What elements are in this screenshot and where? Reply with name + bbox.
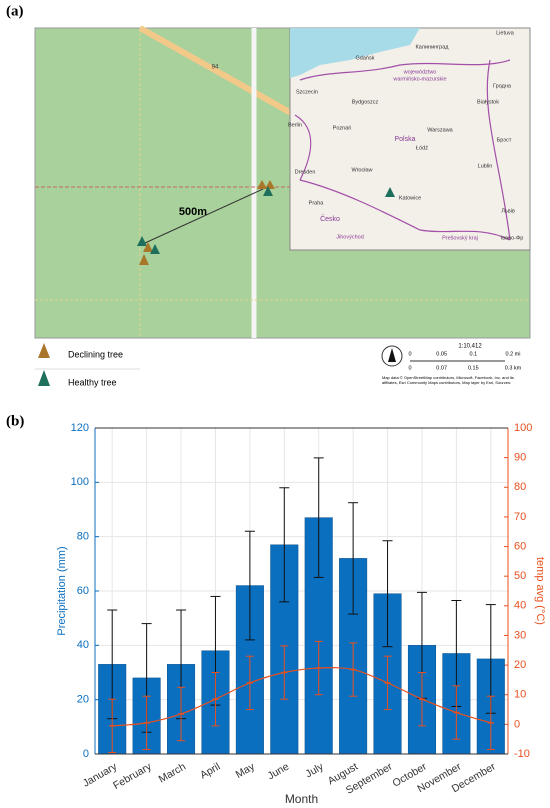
y2-tick-label: 100 [514,422,532,434]
place-label: Białystok [477,99,499,105]
y2-tick-label: 70 [514,511,526,523]
y2-tick-label: 10 [514,689,526,701]
place-label: Łódź [416,145,428,151]
y2-tick-label: 30 [514,629,526,641]
y-tick-label: 40 [77,639,89,651]
place-label: Lietuva [496,30,515,36]
attribution: affiliates, Esri Community Maps contribu… [382,380,511,385]
y2-tick-label: 80 [514,481,526,493]
y2-axis-label: temp avg (°C) [534,557,546,625]
scale-ratio: 1:10,412 [458,344,482,350]
x-tick-label: June [265,761,291,783]
north-arrow [388,348,396,362]
y-tick-label: 60 [77,585,89,597]
panel-label: (b) [6,413,24,429]
y2-tick-label: 40 [514,600,526,612]
inset-map [289,27,531,251]
scale-label: 0 [408,351,411,357]
place-label: Гродна [493,83,512,89]
attribution: Map data © OpenStreetMap contributors, M… [382,375,514,380]
y2-tick-label: 0 [514,718,520,730]
tree-markers [137,180,275,265]
y-tick-label: 0 [83,748,89,760]
panel-label: (a) [6,3,24,19]
place-label: Jihovýchod [336,234,364,240]
place-label: Калининград [415,44,449,50]
x-tick-label: March [157,761,188,786]
scale-label: 0.2 mi [506,351,521,357]
x-axis-label: Month [285,792,318,806]
place-label: Івано-Фр [501,235,524,241]
y-tick-label: 80 [77,531,89,543]
place-label: Gdańsk [356,55,375,61]
temp-line [112,667,491,727]
map-roads [35,25,530,338]
place-label: Praha [309,200,325,206]
place-label: Wrocław [352,167,373,173]
y2-tick-label: 60 [514,540,526,552]
x-tick-label: February [111,760,154,792]
y-tick-label: 20 [77,694,89,706]
place-label: Dresden [295,169,316,175]
y2-tick-label: 90 [514,452,526,464]
y-tick-label: 120 [71,422,89,434]
scale-label: 0.3 km [505,365,522,371]
place-label: Česko [320,214,340,223]
place-label: Брэст [497,137,512,143]
place-label: Львів [501,208,515,214]
place-label: Polska [394,136,415,143]
place-label: województwo [403,69,437,75]
legend-label: Healthy tree [68,377,117,387]
legend-icon [38,370,50,386]
place-label: Lublin [478,163,493,169]
x-tick-label: April [198,761,222,782]
legend-icon [38,343,50,358]
road-label: 94 [212,65,219,71]
scale-label: 0 [408,365,411,371]
place-label: Katowice [399,195,421,201]
x-tick-label: May [234,760,258,781]
y-axis-label: Precipitation (mm) [56,546,68,635]
y2-tick-label: 20 [514,659,526,671]
legend-label: Declining tree [68,349,123,359]
distance-label: 500m [179,206,207,218]
place-label: Bydgoszcz [352,99,379,105]
y-tick-label: 100 [71,476,89,488]
place-label: Berlin [288,122,302,128]
scale-label: 0.15 [468,365,479,371]
y2-tick-label: 50 [514,570,526,582]
scale-label: 0.1 [470,351,478,357]
place-label: Szczecin [296,89,318,95]
scale-label: 0.05 [436,351,447,357]
scale-label: 0.07 [436,365,447,371]
place-label: warmińsko-mazurskie [392,76,446,82]
place-label: Warszawa [427,127,453,133]
x-tick-label: July [303,760,326,780]
y2-tick-label: -10 [514,748,530,760]
place-label: Poznań [333,125,352,131]
place-label: Prešovský kraj [442,235,478,241]
